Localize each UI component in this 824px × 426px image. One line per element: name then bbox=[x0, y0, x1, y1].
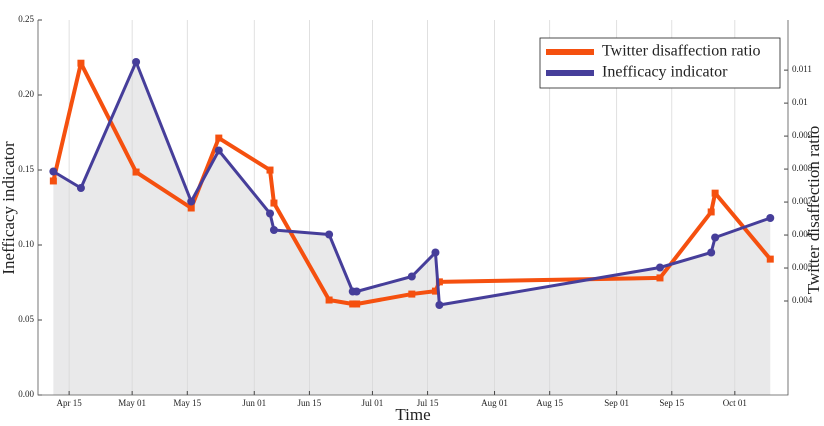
point bbox=[711, 189, 719, 197]
x-tick-label: Jul 15 bbox=[417, 398, 439, 408]
point bbox=[325, 230, 334, 239]
y2-tick-label: 0.004 bbox=[792, 295, 813, 305]
point bbox=[766, 214, 775, 222]
point bbox=[766, 255, 774, 263]
point bbox=[325, 296, 333, 304]
y-axis-label: Inefficacy indicator bbox=[0, 141, 18, 275]
point bbox=[408, 290, 416, 298]
x-tick-label: May 01 bbox=[118, 398, 146, 408]
y2-tick-label: 0.006 bbox=[792, 229, 813, 239]
point bbox=[407, 272, 416, 281]
point bbox=[435, 301, 444, 309]
x-tick-label: Apr 15 bbox=[56, 398, 82, 408]
y-tick-label: 0.20 bbox=[18, 89, 34, 99]
point bbox=[132, 168, 140, 176]
point bbox=[76, 184, 85, 192]
x-tick-label: Sep 15 bbox=[659, 398, 684, 408]
point bbox=[77, 59, 85, 67]
legend-label: Inefficacy indicator bbox=[602, 64, 728, 81]
x-tick-label: Jun 15 bbox=[298, 398, 322, 408]
y2-axis-label: Twitter disaffection ratio bbox=[804, 126, 823, 294]
y-tick-label: 0.15 bbox=[18, 164, 34, 174]
point bbox=[707, 208, 715, 216]
point bbox=[656, 274, 664, 282]
x-axis-label: Time bbox=[395, 405, 430, 424]
point bbox=[187, 197, 196, 206]
point bbox=[269, 226, 278, 234]
x-tick-label: Aug 01 bbox=[481, 398, 508, 408]
y2-tick-label: 0.009 bbox=[792, 130, 813, 140]
x-tick-label: Jul 01 bbox=[362, 398, 384, 408]
x-tick-label: Sep 01 bbox=[604, 398, 629, 408]
x-tick-label: Oct 01 bbox=[723, 398, 747, 408]
y2-tick-label: 0.011 bbox=[792, 64, 812, 74]
point bbox=[49, 177, 57, 185]
y-tick-label: 0.00 bbox=[18, 389, 34, 399]
point bbox=[214, 146, 223, 155]
point bbox=[132, 58, 141, 66]
x-tick-label: Jun 01 bbox=[242, 398, 266, 408]
y-tick-label: 0.05 bbox=[18, 314, 34, 324]
point bbox=[353, 300, 361, 308]
point bbox=[270, 199, 278, 207]
point bbox=[655, 263, 664, 272]
x-tick-label: Aug 15 bbox=[536, 398, 563, 408]
y2-tick-label: 0.007 bbox=[792, 196, 813, 206]
y2-tick-label: 0.01 bbox=[792, 97, 808, 107]
point bbox=[215, 134, 223, 142]
point bbox=[711, 233, 720, 242]
point bbox=[49, 167, 58, 176]
point bbox=[707, 248, 716, 257]
x-tick-label: May 15 bbox=[173, 398, 201, 408]
legend-box bbox=[539, 37, 781, 89]
point bbox=[431, 287, 439, 295]
y2-tick-label: 0.005 bbox=[792, 262, 813, 272]
point bbox=[349, 300, 357, 308]
y-tick-label: 0.10 bbox=[18, 239, 34, 249]
axis-frame bbox=[37, 20, 789, 396]
area bbox=[53, 62, 771, 395]
point bbox=[435, 278, 443, 286]
point bbox=[187, 204, 195, 212]
y2-tick-label: 0.008 bbox=[792, 163, 813, 173]
point bbox=[266, 209, 275, 218]
y-tick-label: 0.25 bbox=[18, 14, 34, 24]
point bbox=[431, 248, 440, 257]
legend-label: Twitter disaffection ratio bbox=[602, 43, 761, 60]
point bbox=[266, 166, 274, 174]
point bbox=[352, 287, 361, 296]
